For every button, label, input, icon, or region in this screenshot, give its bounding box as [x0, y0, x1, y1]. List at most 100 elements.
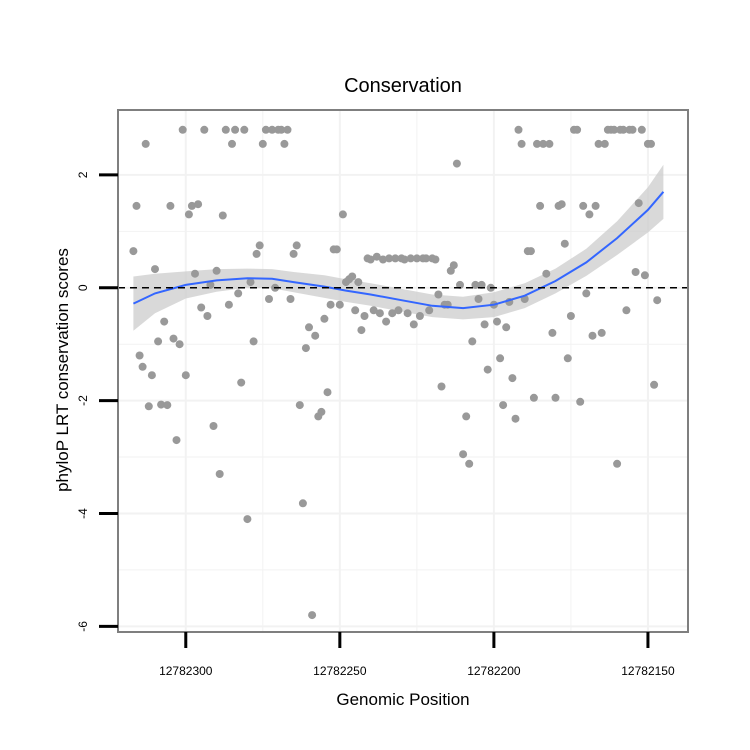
- data-point: [477, 280, 486, 289]
- x-tick-label: 12782250: [313, 664, 367, 678]
- data-point: [187, 201, 196, 210]
- data-point: [449, 261, 458, 270]
- data-point: [194, 200, 203, 209]
- data-point: [456, 280, 464, 289]
- data-point: [400, 255, 409, 264]
- data-point: [437, 382, 446, 391]
- data-point: [597, 328, 606, 337]
- chart-title: Conservation: [344, 75, 462, 97]
- data-point: [237, 378, 246, 387]
- data-point: [508, 374, 517, 383]
- data-point: [135, 351, 144, 360]
- data-point: [243, 515, 252, 524]
- data-point: [557, 200, 566, 209]
- data-point: [289, 249, 298, 258]
- data-point: [203, 312, 212, 320]
- data-point: [529, 393, 538, 402]
- data-point: [496, 354, 505, 363]
- data-point: [283, 125, 292, 134]
- data-point: [493, 317, 501, 326]
- data-point: [280, 139, 289, 148]
- data-point: [369, 306, 378, 315]
- data-point: [551, 393, 560, 402]
- plot-panel: [118, 110, 688, 632]
- data-point: [231, 125, 240, 134]
- data-point: [563, 354, 572, 363]
- data-point: [209, 422, 218, 430]
- data-point: [517, 139, 526, 148]
- data-point: [548, 328, 557, 337]
- data-point: [459, 450, 468, 459]
- data-point: [366, 255, 375, 264]
- data-point: [268, 125, 277, 134]
- data-point: [594, 139, 603, 148]
- data-point: [335, 300, 344, 309]
- data-point: [403, 309, 412, 318]
- data-point: [391, 254, 400, 263]
- x-tick-label: 12782200: [467, 664, 521, 678]
- data-point: [394, 306, 403, 315]
- data-point: [526, 247, 535, 256]
- y-axis-label: phyloP LRT conservation scores: [53, 248, 72, 492]
- data-point: [354, 278, 363, 287]
- data-point: [151, 265, 159, 274]
- data-point: [292, 241, 301, 250]
- data-point: [298, 499, 307, 508]
- data-point: [539, 139, 548, 148]
- data-point: [600, 139, 609, 148]
- data-point: [154, 337, 163, 346]
- data-point: [326, 300, 335, 309]
- data-point: [332, 245, 341, 254]
- data-point: [480, 320, 489, 329]
- data-point: [212, 266, 221, 275]
- data-point: [415, 312, 424, 320]
- data-point: [320, 314, 329, 323]
- data-point: [422, 254, 431, 263]
- data-point: [406, 254, 415, 263]
- data-point: [141, 139, 150, 148]
- data-point: [138, 362, 147, 371]
- data-point: [144, 402, 153, 411]
- data-point: [172, 436, 181, 445]
- data-point: [265, 295, 273, 303]
- data-point: [471, 280, 480, 289]
- data-point: [240, 125, 249, 134]
- data-point: [412, 254, 421, 263]
- data-point: [591, 201, 600, 210]
- data-point: [425, 306, 434, 315]
- y-tick-label: 0: [76, 284, 90, 291]
- data-point: [619, 125, 628, 134]
- data-point: [536, 201, 545, 210]
- y-tick-label: -6: [76, 621, 90, 632]
- data-point: [545, 139, 554, 148]
- data-point: [542, 269, 551, 278]
- data-point: [474, 295, 483, 303]
- data-point: [295, 401, 304, 410]
- data-point: [184, 210, 193, 219]
- data-point: [573, 125, 582, 134]
- data-point: [533, 139, 541, 148]
- data-point: [637, 125, 646, 134]
- data-point: [286, 295, 295, 303]
- plot-border: [117, 109, 689, 633]
- y-tick-label: -4: [76, 508, 90, 519]
- data-point: [585, 210, 594, 219]
- data-point: [261, 125, 270, 134]
- data-point: [382, 317, 391, 326]
- data-point: [431, 255, 440, 264]
- data-point: [234, 289, 243, 298]
- data-point: [301, 344, 310, 353]
- data-point: [175, 340, 184, 349]
- data-point: [588, 331, 597, 340]
- data-point: [338, 210, 347, 219]
- data-point: [579, 201, 588, 210]
- data-point: [610, 125, 619, 134]
- data-point: [348, 272, 357, 281]
- data-point: [252, 249, 261, 258]
- data-point: [514, 125, 523, 134]
- data-point: [499, 401, 508, 410]
- data-point: [246, 278, 255, 287]
- data-point: [483, 365, 492, 374]
- data-point: [631, 268, 640, 276]
